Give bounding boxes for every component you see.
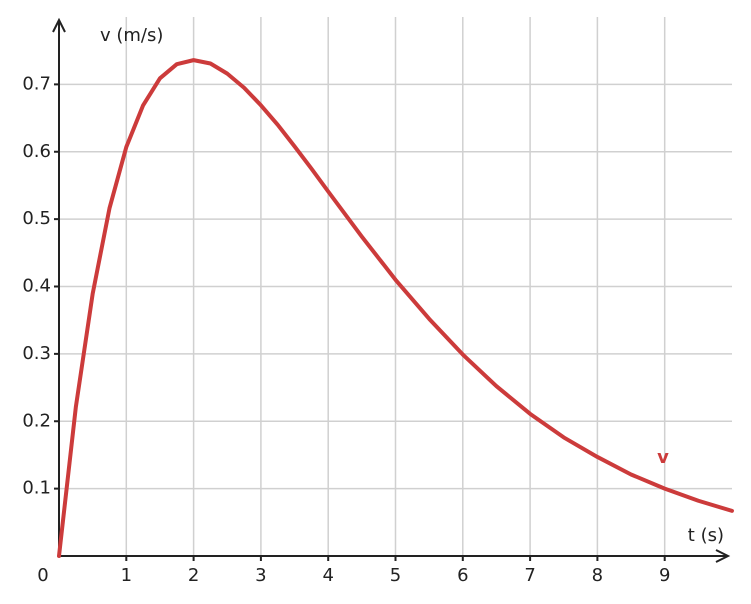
- x-tick-label: 7: [524, 565, 535, 586]
- x-tick-label: 2: [188, 565, 199, 586]
- y-tick-label: 0.4: [22, 276, 51, 297]
- x-tick-label: 6: [457, 565, 468, 586]
- grid: [59, 17, 732, 556]
- x-tick-label: 4: [322, 565, 333, 586]
- y-axis-arrow: [52, 17, 66, 33]
- series-label: v: [657, 447, 669, 468]
- y-axis-label: v (m/s): [100, 25, 163, 46]
- x-tick-label: 3: [255, 565, 266, 586]
- y-tick-label: 0.7: [22, 73, 51, 94]
- x-tick-label: 5: [390, 565, 401, 586]
- x-axis-arrow: [715, 549, 731, 563]
- line: [57, 58, 734, 558]
- x-tick-label: 1: [121, 565, 132, 586]
- x-tick-label: 9: [659, 565, 670, 586]
- y-tick-label: 0.3: [22, 343, 51, 364]
- x-tick-label: 8: [592, 565, 603, 586]
- y-tick-label: 0.1: [22, 478, 51, 499]
- y-tick-label: 0.2: [22, 410, 51, 431]
- y-tick-label: 0.5: [22, 208, 51, 229]
- y-tick-label: 0.6: [22, 141, 51, 162]
- x-tick-label: 0: [37, 565, 48, 586]
- x-axis-label: t (s): [688, 525, 724, 546]
